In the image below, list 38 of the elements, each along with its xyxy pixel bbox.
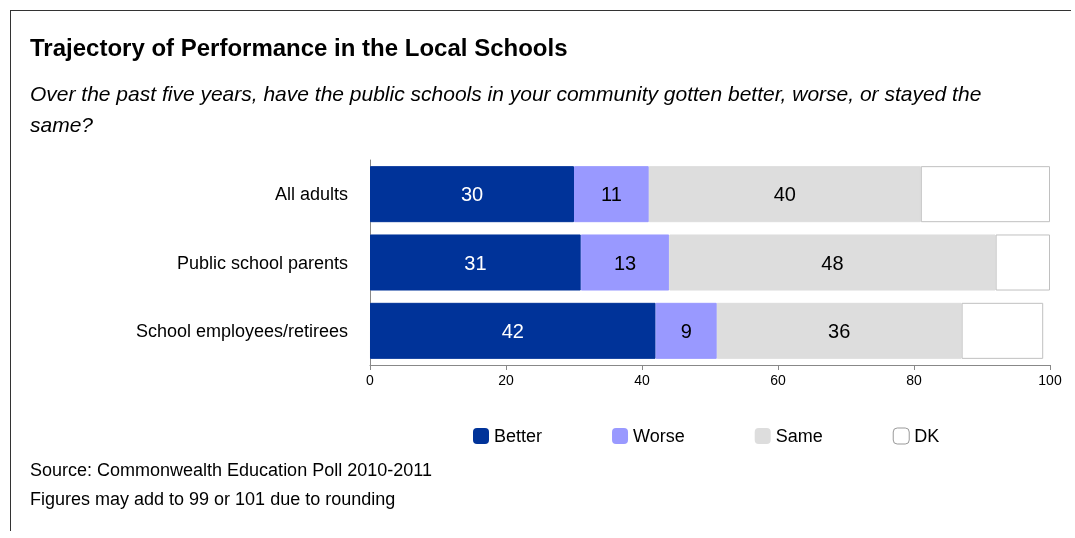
bar xyxy=(648,166,921,223)
legend-label: Better xyxy=(494,426,543,446)
bar xyxy=(655,302,717,359)
y-tick-label: School employees/retirees xyxy=(135,320,348,341)
bar xyxy=(370,302,656,359)
bar xyxy=(716,302,962,359)
data-label: 13 xyxy=(613,251,637,274)
chart-subtitle: Over the past five years, have the public schools in your community gotten better, worse, or stayed the same? xyxy=(30,81,983,138)
x-tick-label: 20 xyxy=(498,372,514,388)
data-label: 31 xyxy=(464,251,487,274)
x-tick-label: 60 xyxy=(770,372,786,388)
x-tick-label: 80 xyxy=(906,372,922,388)
bar xyxy=(370,166,574,223)
bar xyxy=(995,234,1050,291)
x-tick-label: 100 xyxy=(1038,372,1062,388)
source-note: Source: Commonwealth Education Poll 2010-2011 xyxy=(30,460,432,480)
text: Figures may add to 99 or 101 due to rounding xyxy=(30,489,396,509)
legend-label: Same xyxy=(775,426,823,446)
x-tick-label: 40 xyxy=(634,372,650,388)
data-label: 48 xyxy=(821,251,844,274)
data-label: 11 xyxy=(601,183,622,206)
legend-label: Worse xyxy=(633,426,685,446)
x-tick-label: 0 xyxy=(366,372,375,388)
bar xyxy=(580,234,670,291)
data-label: 42 xyxy=(501,319,524,342)
y-tick-label: Public school parents xyxy=(176,252,348,273)
data-label: 40 xyxy=(773,183,796,206)
bar xyxy=(370,234,581,291)
chart-title: Trajectory of Performance in the Local Schools xyxy=(30,34,568,62)
data-label: 36 xyxy=(828,319,851,342)
y-tick-label: All adults xyxy=(274,184,348,205)
legend-label: DK xyxy=(914,426,940,446)
bar xyxy=(574,166,649,223)
bar xyxy=(961,302,1044,359)
bar xyxy=(669,234,996,291)
data-label: 9 xyxy=(680,319,692,342)
data-label: 30 xyxy=(460,183,484,206)
bar xyxy=(920,166,1050,223)
